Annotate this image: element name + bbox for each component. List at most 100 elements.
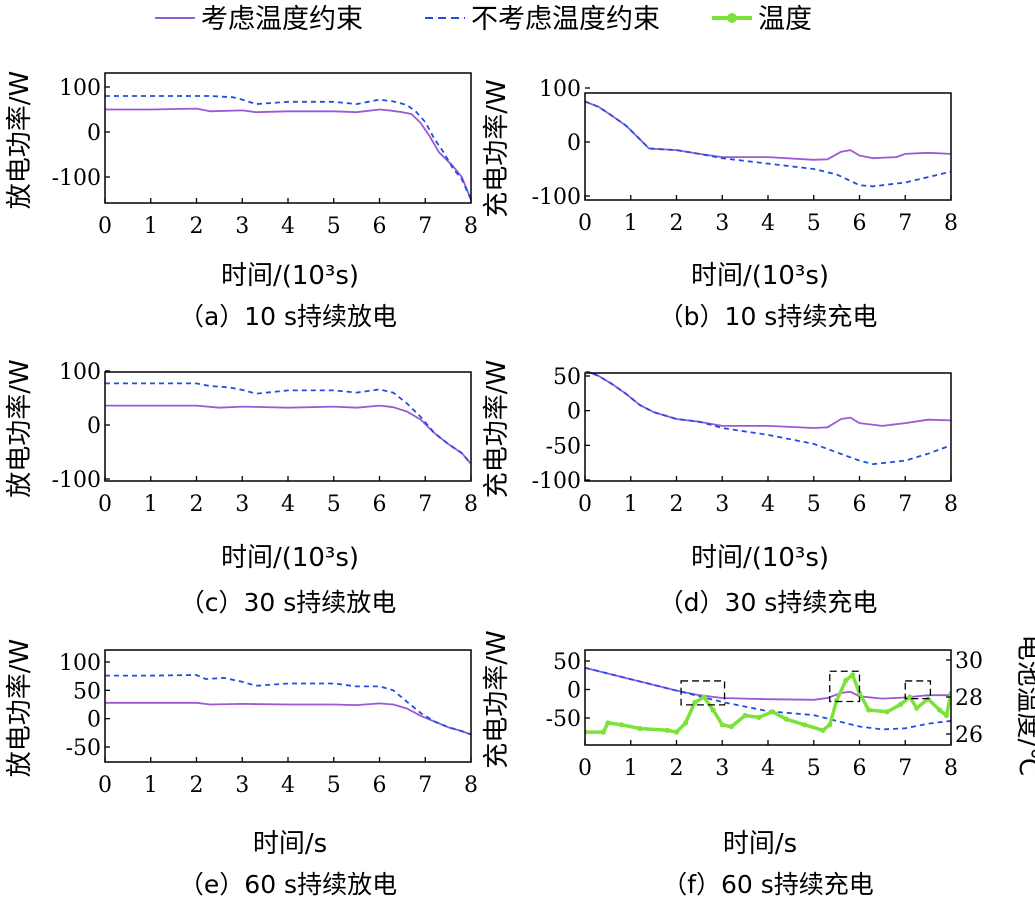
plot-frame-d — [584, 372, 952, 482]
series-group-e — [105, 674, 471, 736]
x-axis-label-d: 时间/(10³s) — [691, 543, 829, 573]
legend-label-2: 不考虑温度约束 — [471, 4, 660, 35]
plot-frame-b — [584, 92, 952, 201]
y-tick-label-c-2: -100 — [52, 468, 101, 493]
temp-point-10 — [701, 694, 707, 700]
y-tick-label-a-1: 0 — [87, 121, 101, 146]
series-d-1 — [585, 371, 951, 429]
y-axis-label-d: 充电功率/W — [482, 360, 512, 498]
series-group-f — [585, 666, 951, 735]
x-tick-label-d-4: 4 — [761, 492, 775, 517]
x-axis-label-f: 时间/s — [723, 829, 797, 859]
y2-tick-label-1: 28 — [955, 686, 983, 711]
x-tick-label-f-6: 6 — [853, 756, 867, 781]
x-tick-label-e-1: 1 — [144, 773, 158, 798]
x-tick-label-f-4: 4 — [761, 756, 775, 781]
y-tick-label-a-0: 100 — [59, 76, 101, 101]
x-tick-label-a-8: 8 — [464, 214, 478, 239]
y-axis-label-f: 充电功率/W — [482, 630, 512, 768]
annotation-box-1 — [680, 680, 726, 706]
temp-point-20 — [827, 722, 833, 728]
x-tick-label-f-3: 3 — [715, 756, 729, 781]
x-tick-label-c-2: 2 — [190, 492, 204, 517]
series-f-2 — [585, 666, 951, 731]
y-tick-label-b-1: 0 — [567, 131, 581, 156]
series-f-1 — [585, 666, 951, 701]
x-tick-label-a-6: 6 — [373, 214, 387, 239]
series-f-3 — [585, 673, 951, 734]
x-tick-label-c-7: 7 — [418, 492, 432, 517]
series-group-c — [105, 382, 471, 465]
chart-panel-f: 0 1 2 3 4 5 6 7 8 50 0 -50 30 28 26 充电功率/W 电池温度/℃ 时间/s （f）… — [482, 630, 1035, 899]
temp-point-9 — [692, 699, 698, 706]
series-c-1 — [105, 404, 471, 465]
y-tick-label-e-1: 50 — [73, 679, 101, 704]
temp-point-22 — [843, 677, 849, 684]
y2-tick-label-0: 30 — [955, 649, 983, 674]
x-tick-label-c-8: 8 — [464, 492, 478, 517]
temp-point-17 — [783, 716, 789, 722]
temp-point-13 — [728, 724, 735, 730]
y-tick-label-c-0: 100 — [59, 360, 101, 385]
x-tick-label-a-1: 1 — [144, 214, 158, 239]
plot-frame-e — [104, 649, 472, 763]
series-group-b — [585, 100, 951, 188]
x-tick-label-e-4: 4 — [281, 773, 295, 798]
x-tick-label-d-3: 3 — [715, 492, 729, 517]
x-tick-label-a-4: 4 — [281, 214, 295, 239]
x-tick-label-b-5: 5 — [807, 211, 821, 236]
series-d-2 — [585, 371, 951, 466]
series-e-1 — [105, 701, 471, 736]
temp-point-24 — [856, 690, 863, 696]
y-axis-label-c: 放电功率/W — [5, 359, 35, 497]
series-b-2 — [585, 100, 951, 188]
chart-panel-d: 0 1 2 3 4 5 6 7 8 50 0 -50 -100 充电功率/W 时间/(10³s) （d）30 … — [482, 360, 958, 617]
x-tick-label-c-5: 5 — [327, 492, 341, 517]
temp-point-15 — [756, 714, 762, 721]
temp-point-29 — [914, 705, 920, 711]
x-tick-label-f-0: 0 — [578, 756, 592, 781]
temp-point-31 — [937, 707, 943, 713]
x-tick-label-f-2: 2 — [670, 756, 684, 781]
series-e-2 — [105, 674, 471, 736]
x-tick-label-b-7: 7 — [898, 211, 912, 236]
x-tick-label-e-0: 0 — [98, 773, 112, 798]
x-tick-label-f-5: 5 — [807, 756, 821, 781]
series-group-a — [105, 95, 471, 200]
x-tick-label-d-1: 1 — [624, 492, 638, 517]
annotation-box-3 — [904, 680, 932, 700]
y-axis-label-b: 充电功率/W — [482, 79, 512, 217]
y2-axis-label: 电池温度/℃ — [1013, 635, 1035, 777]
x-tick-label-b-3: 3 — [715, 211, 729, 236]
x-tick-label-b-2: 2 — [670, 211, 684, 236]
y-tick-label-d-1: 0 — [567, 400, 581, 425]
series-c-2 — [105, 382, 471, 465]
temp-point-16 — [770, 709, 776, 715]
chart-panel-e: 0 1 2 3 4 5 6 7 8 100 50 0 -50 放电功率/W 时间/s （e）60 s持续放电 — [5, 639, 478, 899]
panel-caption-a: （a）10 s持续放电 — [179, 302, 397, 331]
x-tick-label-b-4: 4 — [761, 211, 775, 236]
panel-caption-f: （f）60 s持续充电 — [662, 870, 874, 899]
temp-point-2 — [600, 729, 606, 735]
temp-point-8 — [683, 720, 689, 726]
y-tick-label-f-2: -50 — [546, 707, 581, 732]
legend-label-1: 考虑温度约束 — [201, 4, 363, 35]
x-tick-label-d-0: 0 — [578, 492, 592, 517]
series-a-2 — [105, 95, 471, 200]
x-tick-label-a-2: 2 — [190, 214, 204, 239]
legend-marker-3 — [727, 13, 737, 23]
x-tick-label-c-1: 1 — [144, 492, 158, 517]
x-tick-label-d-8: 8 — [944, 492, 958, 517]
x-tick-label-b-8: 8 — [944, 211, 958, 236]
y-tick-label-e-2: 0 — [87, 708, 101, 733]
y-tick-label-d-0: 50 — [553, 365, 581, 390]
x-tick-label-a-0: 0 — [98, 214, 112, 239]
x-tick-label-e-6: 6 — [373, 773, 387, 798]
temp-point-5 — [637, 725, 643, 732]
x-tick-label-e-2: 2 — [190, 773, 204, 798]
x-axis-label-e: 时间/s — [253, 829, 327, 859]
temp-point-6 — [664, 727, 671, 733]
